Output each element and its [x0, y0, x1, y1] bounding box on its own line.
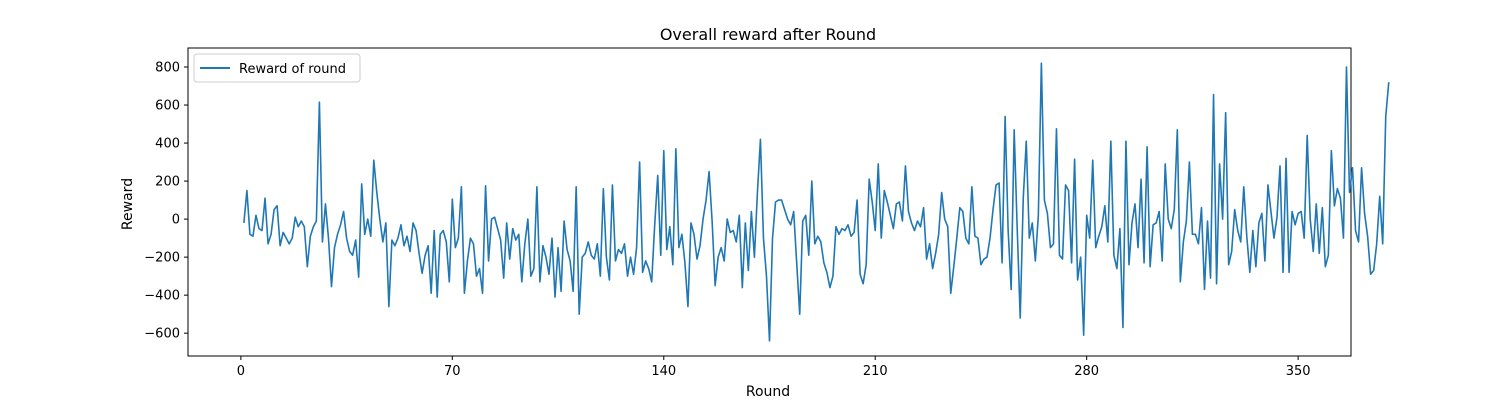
- plot-area: 0 70 140 210 280 350 −600 −400 −200 0 200 400 600 80…: [144, 47, 1390, 379]
- y-tick-label: −200: [144, 251, 180, 266]
- x-tick-label: 0: [237, 364, 245, 379]
- y-axis: −600 −400 −200 0 200 400 600 800: [144, 61, 188, 342]
- legend-label: Reward of round: [239, 62, 346, 77]
- series-line-reward-of-round: [243, 62, 1390, 342]
- axes-frame: [187, 47, 1352, 357]
- y-axis-label: Reward: [120, 178, 136, 230]
- x-tick-label: 140: [651, 364, 676, 379]
- x-tick-label: 350: [1286, 364, 1311, 379]
- x-tick-label: 70: [444, 364, 461, 379]
- legend-box: [193, 53, 361, 83]
- y-tick-label: −400: [144, 289, 180, 304]
- y-tick-label: 600: [155, 99, 180, 114]
- series-layer: [243, 62, 1390, 342]
- x-tick-label: 210: [863, 364, 888, 379]
- y-tick-label: −600: [144, 327, 180, 342]
- x-tick-label: 280: [1074, 364, 1099, 379]
- x-axis: 0 70 140 210 280 350: [237, 356, 1311, 379]
- y-tick-label: 0: [172, 213, 180, 228]
- chart-title: Overall reward after Round: [660, 25, 876, 44]
- x-axis-label: Round: [746, 384, 790, 400]
- legend: Reward of round: [193, 53, 361, 83]
- y-tick-label: 800: [155, 61, 180, 76]
- y-tick-label: 200: [155, 175, 180, 190]
- y-tick-label: 400: [155, 137, 180, 152]
